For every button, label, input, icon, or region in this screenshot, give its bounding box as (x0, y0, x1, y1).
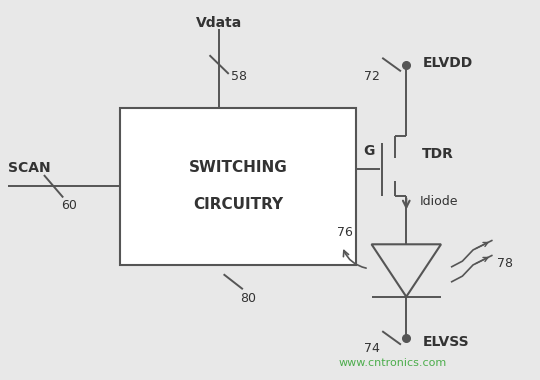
Text: ELVDD: ELVDD (422, 56, 472, 70)
Text: SWITCHING: SWITCHING (188, 160, 287, 175)
Text: TDR: TDR (422, 147, 454, 162)
Text: Vdata: Vdata (196, 16, 242, 30)
Text: ELVSS: ELVSS (422, 335, 469, 349)
Text: 78: 78 (497, 256, 513, 269)
Bar (120, 108, 355, 265)
Text: CIRCUITRY: CIRCUITRY (193, 198, 283, 212)
Text: 58: 58 (231, 70, 247, 83)
Text: 80: 80 (240, 292, 255, 305)
Text: 76: 76 (337, 226, 353, 239)
Text: G: G (363, 144, 375, 158)
Text: Idiode: Idiode (420, 195, 458, 208)
Text: 60: 60 (62, 200, 77, 212)
Text: 72: 72 (363, 70, 380, 83)
Text: www.cntronics.com: www.cntronics.com (339, 358, 447, 368)
Text: SCAN: SCAN (8, 160, 51, 174)
Text: 74: 74 (363, 342, 380, 355)
